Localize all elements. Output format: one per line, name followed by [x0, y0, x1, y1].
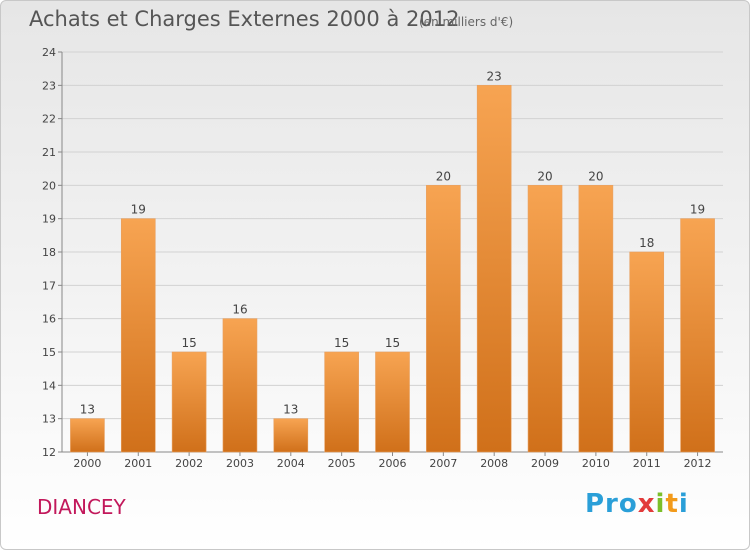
- bar-2004: [273, 418, 309, 453]
- data-label-2000: 13: [80, 403, 95, 417]
- data-label-2009: 20: [537, 169, 552, 183]
- bar-2000: [70, 418, 105, 453]
- bar-2003: [222, 318, 258, 453]
- bar-2002: [171, 351, 207, 453]
- y-tick-label: 19: [42, 213, 56, 226]
- y-tick-label: 18: [42, 246, 56, 259]
- x-tick-label-2002: 2002: [175, 457, 203, 470]
- y-tick-label: 17: [42, 279, 56, 292]
- data-label-2011: 18: [639, 236, 654, 250]
- x-tick-label-2011: 2011: [633, 457, 661, 470]
- data-label-2005: 15: [334, 336, 349, 350]
- bar-2006: [375, 351, 410, 453]
- data-label-2007: 20: [436, 169, 451, 183]
- data-label-2008: 23: [487, 69, 502, 83]
- x-tick-label-2007: 2007: [429, 457, 457, 470]
- bar-2001: [120, 218, 156, 453]
- x-tick-label-2009: 2009: [531, 457, 559, 470]
- x-tick-label-2001: 2001: [124, 457, 152, 470]
- y-tick-label: 13: [42, 413, 56, 426]
- x-tick-label-2004: 2004: [277, 457, 305, 470]
- bar-2009: [527, 185, 563, 453]
- commune-name: DIANCEY: [37, 495, 126, 519]
- label-layer: 13 2000 19 2001 15 2002 16 2003 13 2004 15 2005 15 20…: [73, 69, 711, 470]
- bar-2011: [629, 251, 665, 453]
- data-label-2002: 15: [181, 336, 196, 350]
- data-label-2001: 19: [131, 203, 146, 217]
- y-tick-label: 22: [42, 113, 56, 126]
- data-label-2006: 15: [385, 336, 400, 350]
- x-tick-label-2005: 2005: [328, 457, 356, 470]
- x-tick-label-2012: 2012: [684, 457, 712, 470]
- x-tick-label-2010: 2010: [582, 457, 610, 470]
- bar-2012: [680, 218, 715, 453]
- bar-2010: [578, 185, 614, 453]
- bar-2005: [324, 351, 359, 453]
- x-tick-label-2003: 2003: [226, 457, 254, 470]
- y-tick-label: 21: [42, 146, 56, 159]
- y-tick-label: 16: [42, 313, 56, 326]
- y-tick-label: 20: [42, 179, 56, 192]
- y-tick-label: 23: [42, 79, 56, 92]
- bar-2008: [476, 85, 512, 453]
- data-label-2010: 20: [588, 169, 603, 183]
- proxiti-logo: Proxiti: [585, 489, 689, 519]
- x-tick-label-2008: 2008: [480, 457, 508, 470]
- x-tick-label-2000: 2000: [73, 457, 101, 470]
- y-tick-label: 24: [42, 46, 56, 59]
- data-label-2004: 13: [283, 403, 298, 417]
- data-label-2003: 16: [232, 303, 247, 317]
- bar-layer: [70, 85, 715, 453]
- x-tick-label-2006: 2006: [379, 457, 407, 470]
- y-tick-label: 12: [42, 446, 56, 459]
- bar-2007: [426, 185, 461, 453]
- chart-title: Achats et Charges Externes 2000 à 2012: [29, 7, 460, 31]
- y-tick-label: 15: [42, 346, 56, 359]
- y-tick-label: 14: [42, 379, 56, 392]
- data-label-2012: 19: [690, 203, 705, 217]
- chart-subtitle: (en milliers d'€): [419, 15, 514, 29]
